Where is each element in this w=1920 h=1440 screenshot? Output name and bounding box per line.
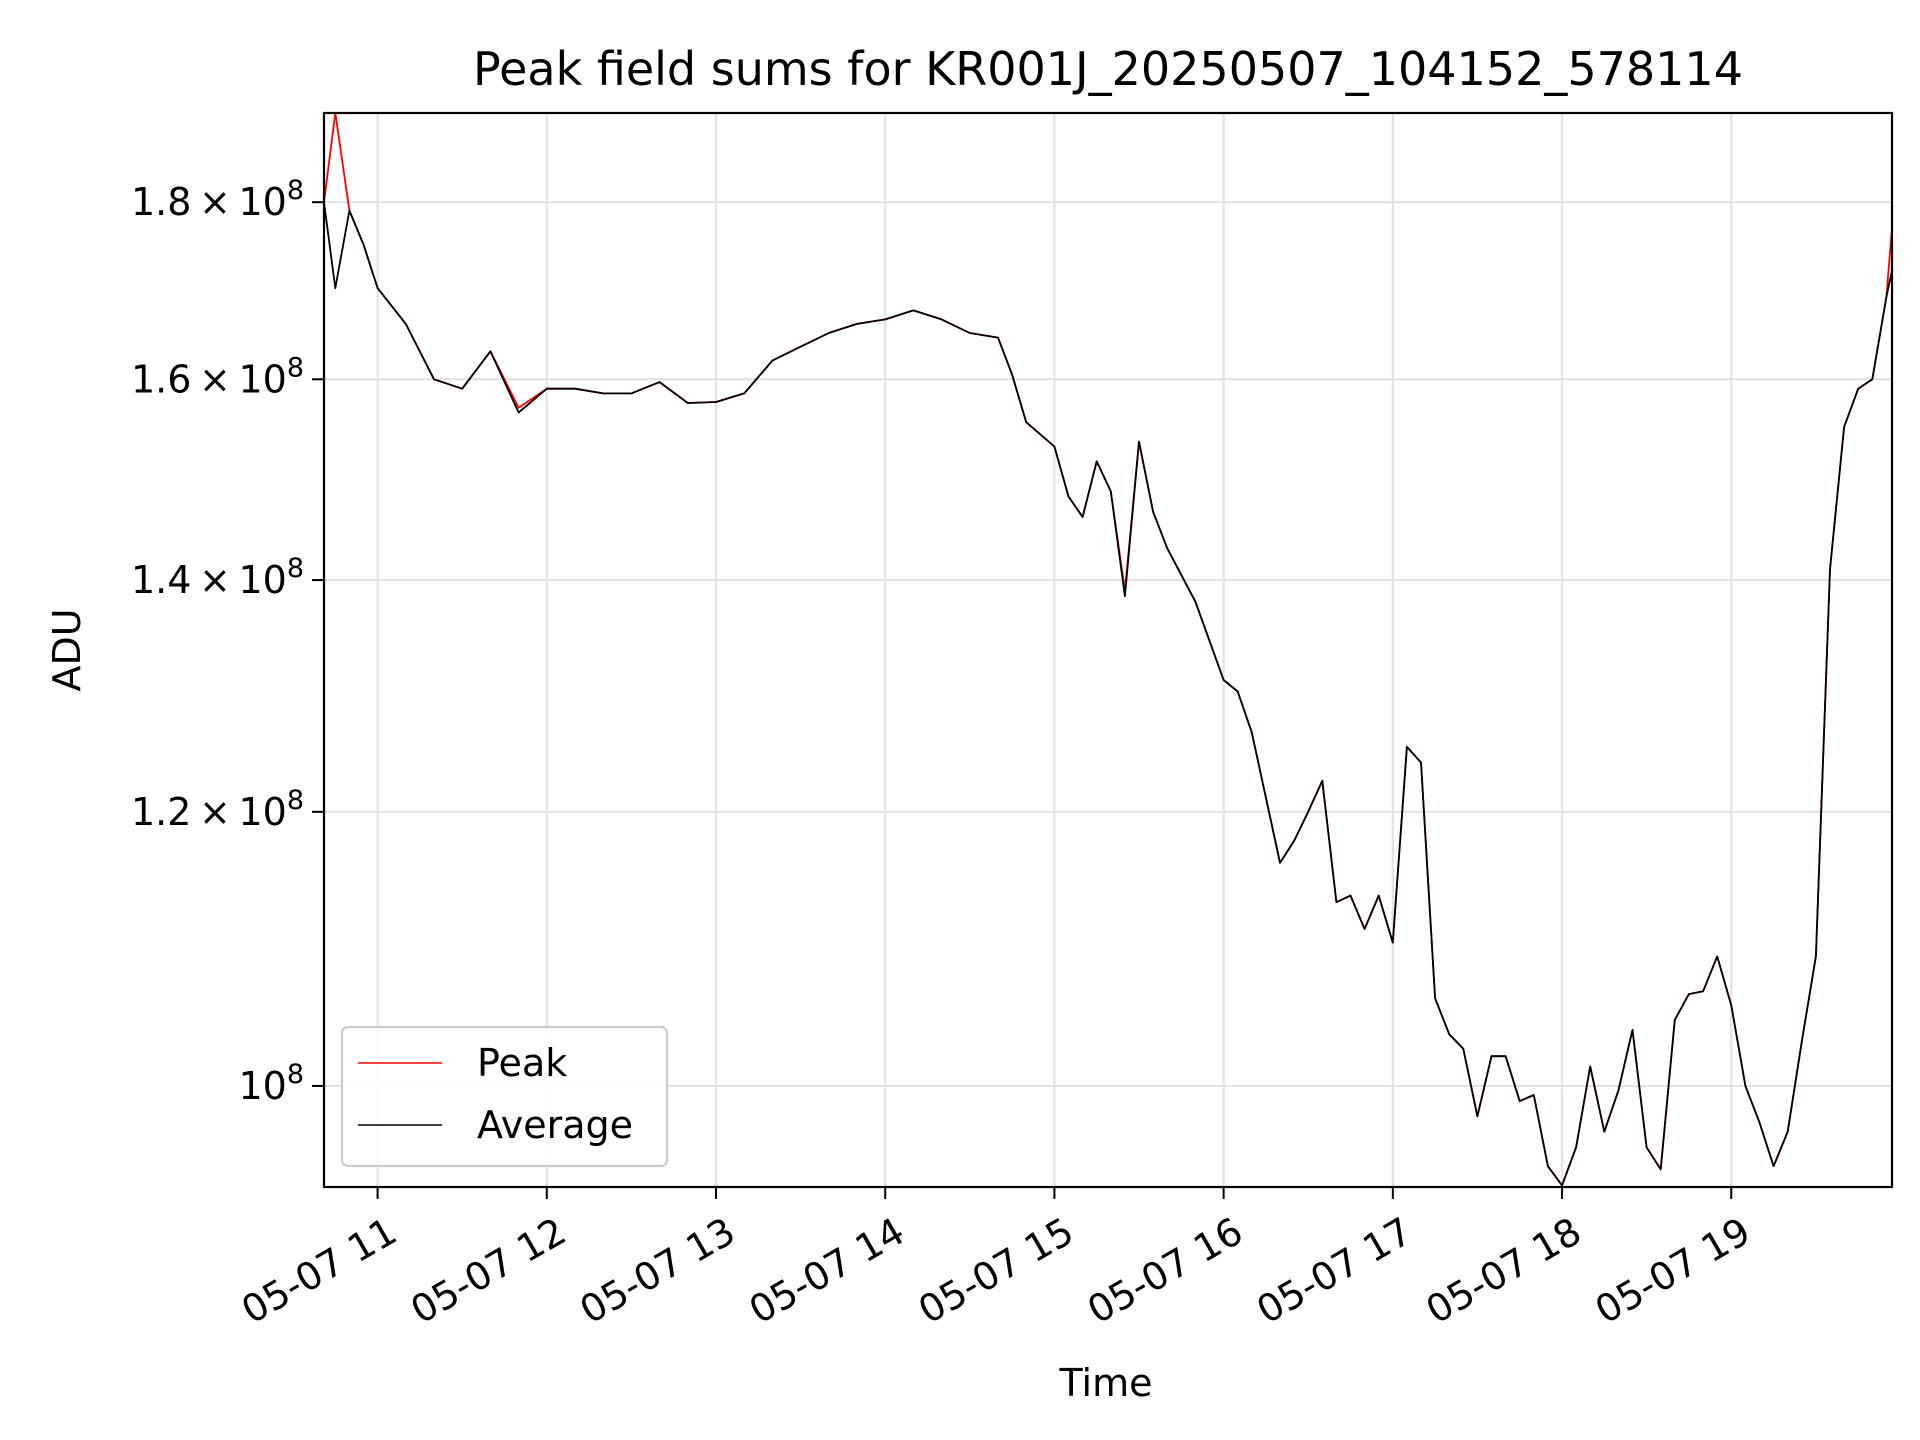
x-tick-label: 05-07 11 (234, 1209, 404, 1333)
series-line-average (324, 202, 1892, 1187)
y-tick-label: 1.2 × 108 (131, 785, 304, 834)
x-tick-label: 05-07 12 (403, 1209, 573, 1333)
x-tick-label: 05-07 17 (1249, 1209, 1419, 1333)
axes-frame (322, 111, 1894, 1189)
y-tick-label: 1.4 × 108 (131, 553, 304, 602)
y-tick-label: 1.6 × 108 (131, 352, 304, 401)
x-tick-label: 05-07 14 (742, 1209, 912, 1333)
x-tick-label: 05-07 19 (1588, 1209, 1758, 1333)
x-tick-label: 05-07 15 (911, 1209, 1081, 1333)
chart-title: Peak field sums for KR001J_20250507_1041… (473, 42, 1743, 96)
y-axis-label: ADU (45, 608, 89, 691)
x-tick-label: 05-07 16 (1080, 1209, 1250, 1333)
legend: Peak Average (340, 1025, 669, 1168)
legend-frame (340, 1025, 669, 1168)
y-axis: 108 1.2 × 108 1.4 × 108 1.6 × 108 1.8 × 108 (131, 175, 324, 1108)
grid-lines (324, 113, 1892, 1187)
plot-area (324, 113, 1892, 1187)
y-tick-label: 1.8 × 108 (131, 175, 304, 224)
y-tick-label: 108 (238, 1059, 304, 1108)
legend-label-average: Average (477, 1103, 633, 1147)
x-axis: 05-07 11 05-07 12 05-07 13 05-07 14 05-07 15… (234, 1187, 1758, 1332)
x-tick-label: 05-07 13 (573, 1209, 743, 1333)
x-axis-label: Time (1059, 1361, 1153, 1405)
series-line-peak (324, 113, 1892, 1187)
legend-label-peak: Peak (477, 1041, 567, 1085)
x-tick-label: 05-07 18 (1419, 1209, 1589, 1333)
